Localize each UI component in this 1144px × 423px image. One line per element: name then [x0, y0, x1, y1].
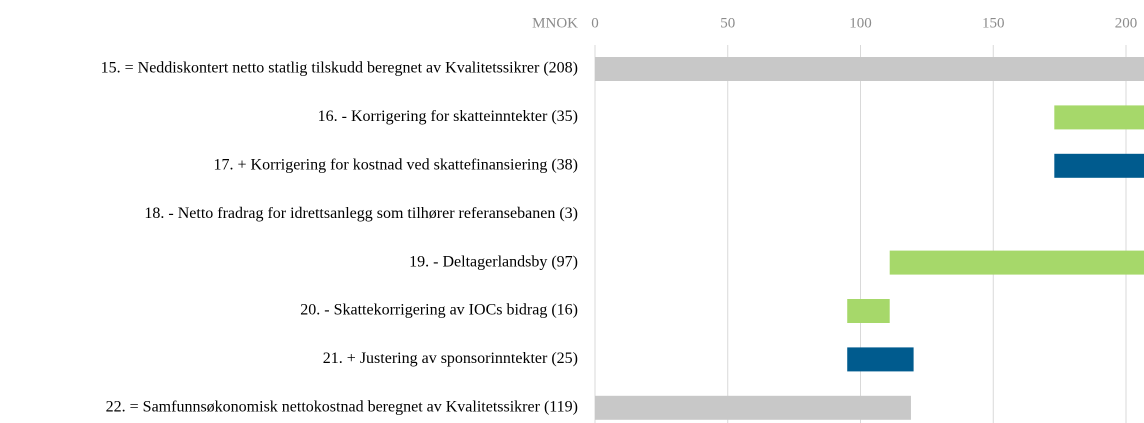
x-tick-label: 100 — [849, 15, 872, 31]
x-tick-label: 200 — [1115, 15, 1138, 31]
category-label: 16. - Korrigering for skatteinntekter (3… — [318, 108, 578, 125]
category-label: 21. + Justering av sponsorinntekter (25) — [323, 350, 578, 367]
category-label: 15. = Neddiskontert netto statlig tilsku… — [101, 60, 578, 77]
category-label: 18. - Netto fradrag for idrettsanlegg so… — [144, 205, 578, 222]
x-axis-label: MNOK — [532, 15, 578, 31]
category-label: 19. - Deltagerlandsby (97) — [409, 253, 578, 270]
bar — [847, 299, 890, 323]
x-tick-label: 150 — [982, 15, 1005, 31]
x-tick-label: 0 — [591, 15, 599, 31]
category-label: 22. = Samfunnsøkonomisk nettokostnad ber… — [106, 398, 578, 415]
bar — [1054, 153, 1144, 178]
category-label: 17. + Korrigering for kostnad ved skatte… — [214, 156, 578, 173]
x-tick-label: 50 — [720, 15, 735, 31]
bar — [847, 347, 914, 372]
bar — [1054, 105, 1144, 130]
category-label: 20. - Skattekorrigering av IOCs bidrag (… — [300, 302, 578, 319]
bar — [595, 395, 911, 420]
bar — [889, 250, 1144, 275]
bar — [595, 57, 1144, 81]
